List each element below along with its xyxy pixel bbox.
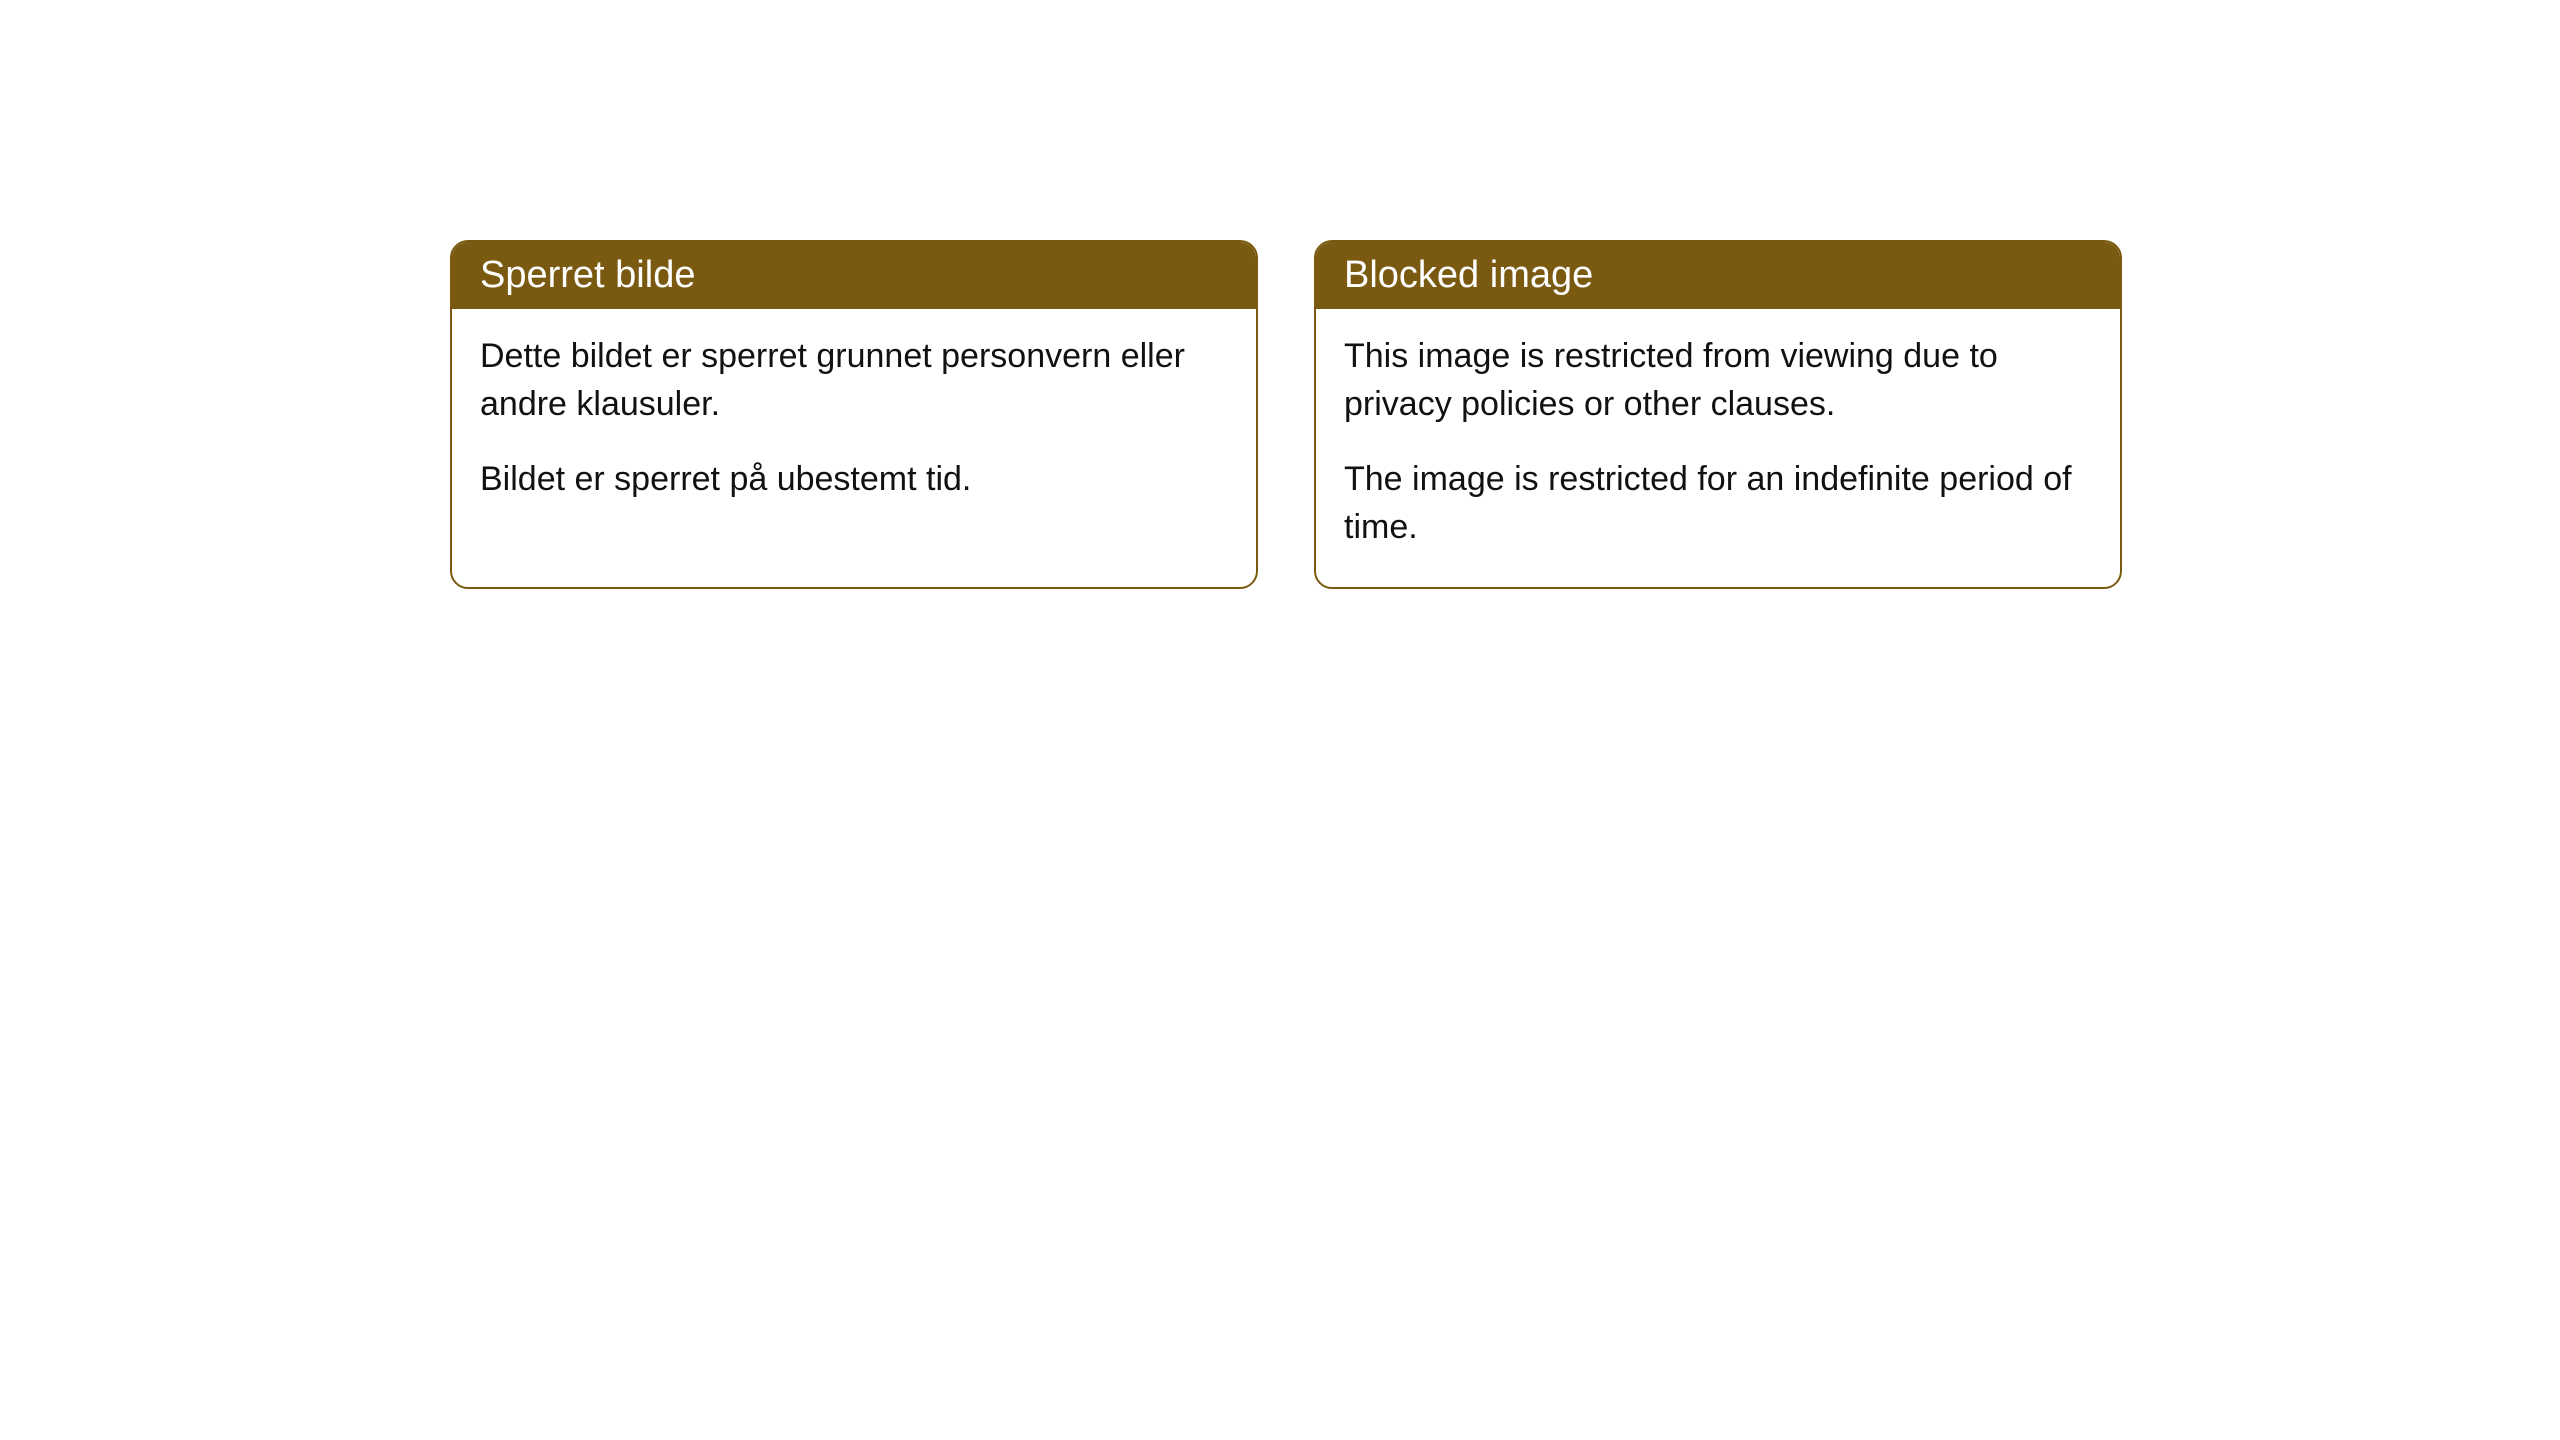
notice-card-english: Blocked image This image is restricted f… [1314, 240, 2122, 589]
card-paragraph: Dette bildet er sperret grunnet personve… [480, 333, 1228, 428]
card-header: Blocked image [1316, 242, 2120, 309]
card-paragraph: This image is restricted from viewing du… [1344, 333, 2092, 428]
card-paragraph: Bildet er sperret på ubestemt tid. [480, 456, 1228, 504]
card-header: Sperret bilde [452, 242, 1256, 309]
card-body: This image is restricted from viewing du… [1316, 309, 2120, 587]
card-paragraph: The image is restricted for an indefinit… [1344, 456, 2092, 551]
notice-cards-container: Sperret bilde Dette bildet er sperret gr… [450, 240, 2122, 589]
notice-card-norwegian: Sperret bilde Dette bildet er sperret gr… [450, 240, 1258, 589]
card-body: Dette bildet er sperret grunnet personve… [452, 309, 1256, 540]
